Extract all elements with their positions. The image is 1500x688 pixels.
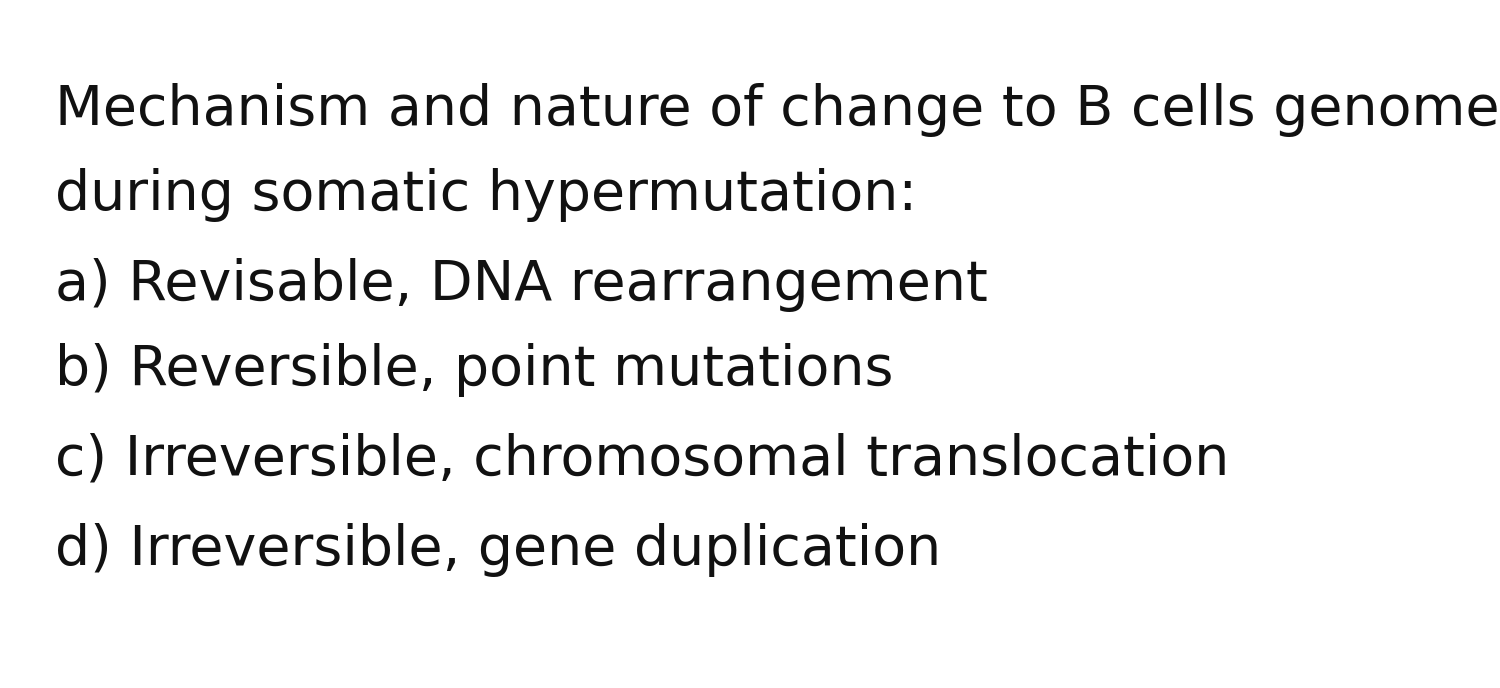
Text: d) Irreversible, gene duplication: d) Irreversible, gene duplication (56, 523, 942, 577)
Text: Mechanism and nature of change to B cells genome: Mechanism and nature of change to B cell… (56, 83, 1500, 137)
Text: c) Irreversible, chromosomal translocation: c) Irreversible, chromosomal translocati… (56, 433, 1230, 487)
Text: a) Revisable, DNA rearrangement: a) Revisable, DNA rearrangement (56, 258, 988, 312)
Text: during somatic hypermutation:: during somatic hypermutation: (56, 168, 916, 222)
Text: b) Reversible, point mutations: b) Reversible, point mutations (56, 343, 894, 397)
